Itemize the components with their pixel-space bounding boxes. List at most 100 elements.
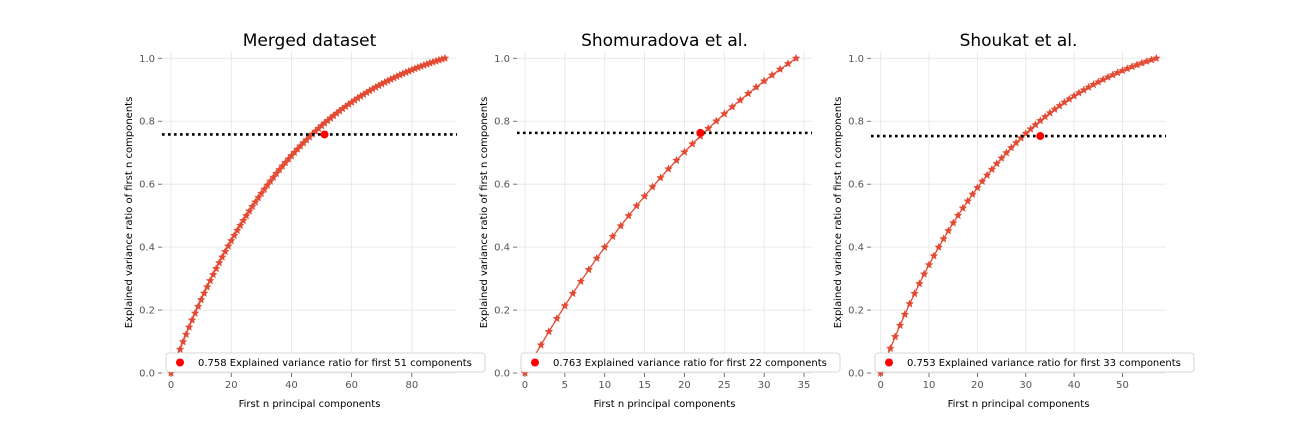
data-point-star — [178, 337, 188, 346]
x-tick-label: 0 — [522, 380, 528, 391]
x-tick-label: 80 — [405, 380, 418, 391]
legend-text: 0.758 Explained variance ratio for first… — [198, 358, 472, 369]
data-point-star — [895, 320, 905, 330]
data-point-star — [266, 176, 275, 185]
data-point-star — [910, 289, 919, 298]
y-tick-label: 0.4 — [848, 243, 864, 254]
legend: 0.758 Explained variance ratio for first… — [165, 352, 486, 373]
data-point-star — [244, 206, 254, 215]
data-point-star — [536, 340, 546, 349]
x-tick-label: 10 — [923, 380, 936, 391]
series-line — [524, 57, 797, 374]
x-tick-label: 30 — [758, 380, 771, 391]
legend-marker — [176, 358, 184, 367]
legend-marker — [531, 358, 539, 367]
data-point-star — [992, 159, 1002, 168]
y-tick-label: 0.8 — [139, 117, 155, 128]
data-point-star — [791, 53, 801, 62]
data-point-star — [229, 231, 239, 240]
data-point-star — [190, 308, 200, 317]
data-point-star — [1016, 133, 1026, 142]
data-point-star — [281, 158, 290, 167]
data-point-star — [915, 279, 924, 288]
x-tick-label: 20 — [971, 380, 984, 391]
data-point-star — [211, 264, 221, 273]
y-tick-label: 0.2 — [139, 306, 155, 317]
data-point-star — [656, 173, 665, 182]
data-point-star — [929, 251, 939, 260]
x-axis-label: First n principal components — [948, 399, 1090, 410]
data-point-star — [576, 276, 586, 286]
data-point-star — [440, 53, 450, 62]
data-point-star — [934, 242, 944, 251]
data-point-star — [719, 109, 729, 118]
legend-marker — [885, 358, 893, 367]
y-tick-label: 0.8 — [848, 117, 864, 128]
data-point-star — [235, 220, 245, 230]
y-tick-label: 1.0 — [494, 54, 510, 65]
data-point-star — [640, 191, 649, 200]
data-point-star — [648, 182, 657, 191]
data-point-star — [704, 123, 713, 133]
data-point-star — [592, 253, 602, 263]
data-point-star — [751, 82, 761, 91]
data-point-star — [600, 242, 610, 251]
data-point-star — [939, 234, 948, 243]
data-point-star — [199, 288, 209, 297]
data-point-star — [958, 203, 968, 212]
data-point-star — [890, 332, 900, 341]
data-point-star — [680, 147, 689, 156]
data-point-star — [735, 95, 745, 104]
x-tick-label: 50 — [1116, 380, 1129, 391]
data-point-star — [997, 153, 1006, 162]
series-line — [880, 57, 1157, 374]
highlight-point — [696, 128, 705, 137]
x-tick-label: 10 — [598, 380, 611, 391]
data-point-star — [982, 170, 992, 179]
data-point-star — [767, 70, 777, 79]
data-point-star — [1006, 143, 1016, 152]
y-axis-label: Explained variance ratio of first n comp… — [833, 97, 844, 329]
y-tick-label: 0.4 — [494, 243, 510, 254]
data-point-star — [278, 161, 287, 170]
data-point-star — [905, 299, 914, 308]
data-point-star — [1011, 138, 1021, 147]
data-point-star — [196, 295, 206, 304]
data-point-star — [269, 172, 278, 181]
data-point-star — [220, 247, 230, 256]
y-tick-label: 0.4 — [139, 243, 155, 254]
x-tick-label: 30 — [1019, 380, 1032, 391]
data-point-star — [223, 241, 233, 250]
data-point-star — [544, 327, 554, 336]
y-tick-label: 0.2 — [494, 306, 510, 317]
data-point-star — [968, 189, 977, 198]
highlight-point — [320, 130, 329, 139]
data-point-star — [260, 184, 269, 193]
y-tick-label: 0.0 — [139, 369, 155, 380]
data-point-star — [275, 165, 284, 174]
data-point-star — [616, 221, 625, 230]
y-axis-label: Explained variance ratio of first n comp… — [479, 97, 490, 329]
data-point-star — [257, 188, 266, 198]
chart-panel-2: 0.0 0.2 0.4 0.6 0.8 1.0 0 5 10 15 20 25 30 35 Shomurad… — [479, 31, 841, 410]
y-tick-label: 0.2 — [848, 306, 864, 317]
data-point-star — [624, 211, 633, 220]
data-point-star — [263, 180, 272, 189]
data-point-star — [1002, 148, 1011, 157]
data-point-star — [214, 258, 224, 267]
highlight-point — [1036, 132, 1045, 141]
legend-box — [874, 352, 1195, 373]
data-point-star — [973, 183, 982, 192]
x-axis-label: First n principal components — [594, 399, 736, 410]
data-point-star — [187, 315, 197, 324]
data-point-star — [181, 329, 191, 339]
chart-title: Merged dataset — [243, 31, 377, 51]
data-point-star — [987, 164, 997, 174]
x-tick-label: 20 — [678, 380, 691, 391]
y-axis-label: Explained variance ratio of first n comp… — [124, 97, 135, 329]
legend: 0.763 Explained variance ratio for first… — [520, 352, 841, 373]
data-point-star — [953, 210, 963, 220]
series-line — [170, 57, 446, 374]
x-tick-label: 25 — [718, 380, 731, 391]
